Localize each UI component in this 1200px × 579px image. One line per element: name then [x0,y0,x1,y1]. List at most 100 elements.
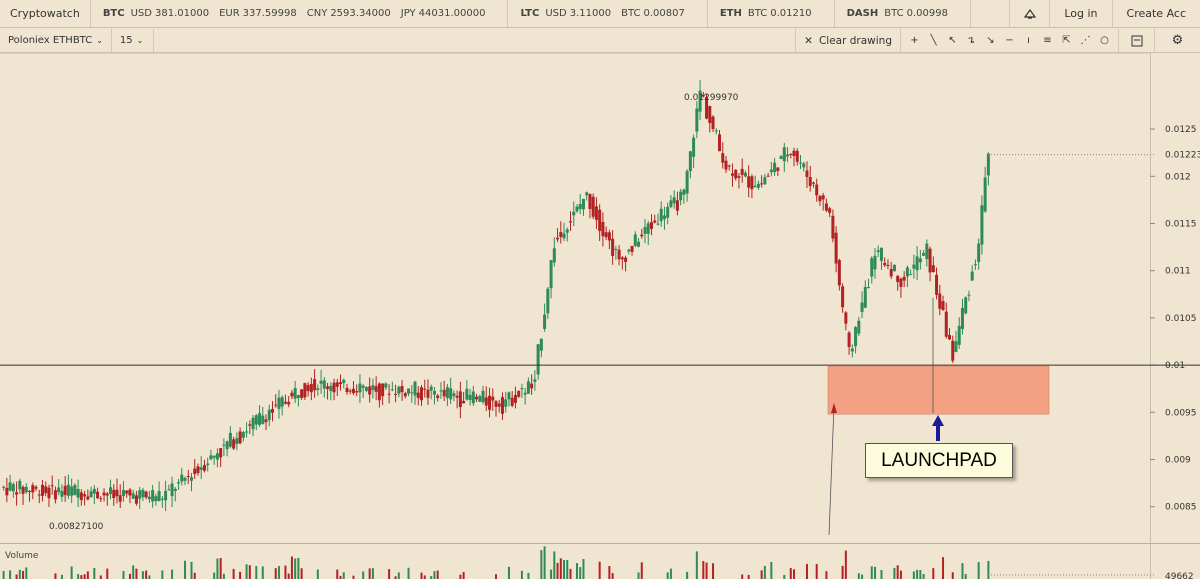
candle-body [604,232,608,238]
crosshair-icon[interactable]: + [910,35,919,46]
candle-body [283,401,287,404]
ticker-btc[interactable]: BTC USD 381.01000 EUR 337.59998 CNY 2593.34000… [91,0,509,27]
volume-bar [407,567,410,579]
candle-body [66,484,70,496]
high-label: 0.01299970 [684,93,739,103]
screenshot-icon[interactable] [1118,29,1154,52]
candle-body [666,206,670,218]
volume-bar [637,572,640,579]
ticker-ltc[interactable]: LTC USD 3.11000 BTC 0.00807 [508,0,708,27]
candle-body [569,221,573,223]
candle-body [303,383,307,398]
candle-body [860,302,864,312]
candle-body [228,432,232,447]
fan-icon[interactable]: ⋰ [1080,35,1091,46]
candle-body [847,332,851,348]
candle-body [134,495,138,504]
candle-body [322,380,326,389]
ticker-value: 44031.00000 [418,8,486,19]
ticker-value: 337.59998 [242,8,297,19]
candle-body [837,260,841,286]
candle-body [44,486,48,494]
ticker-dash[interactable]: DASH BTC 0.00998 [835,0,971,27]
circle-icon[interactable]: ○ [1100,35,1109,46]
volume-bar [122,570,125,579]
candle-body [581,198,585,210]
candle-body [196,466,200,474]
candle-body [883,262,887,266]
candle-body [708,105,712,124]
candle-body [109,487,113,495]
candle-body [637,241,641,247]
price-chart[interactable]: 0.0085 0.009 0.0095 0.01 0.0105 0.011 0.0115 0.… [0,53,1200,579]
candle-body [967,294,971,296]
ticker-value: 0.01210 [770,8,812,19]
candle-body [377,383,381,401]
candle-body [238,431,242,444]
volume-bar [423,575,426,579]
volume-bar [339,575,342,579]
candle-body [649,222,653,229]
gear-icon[interactable]: ⚙ [1154,29,1200,52]
arrow-down-icon[interactable]: ↘ [986,35,995,46]
line-icon[interactable]: ╲ [930,35,937,46]
volume-bar [232,568,235,579]
candle-body [40,484,44,496]
volume-bar [874,566,877,579]
candle-body [711,116,715,130]
vline-icon[interactable]: ı [1027,35,1030,46]
fib-icon[interactable]: ≡ [1043,35,1052,46]
candle-body [565,229,569,233]
market-select[interactable]: Poloniex ETHBTC ⌄ [0,29,112,52]
candle-body [928,248,932,273]
volume-bar [219,558,222,579]
bell-icon[interactable] [1009,0,1049,27]
candle-body [977,243,981,262]
candle-body [526,381,530,394]
pitchfork-icon[interactable]: ⇱ [1062,35,1071,46]
price-tick-label: 0.0115 [1165,219,1197,229]
candle-body [905,267,909,277]
hline-icon[interactable]: − [1005,35,1014,46]
candle-body [646,223,650,234]
candle-body [173,488,177,491]
candle-body [199,467,203,470]
candle-body [760,183,764,185]
candle-body [889,269,893,277]
arrow-icon[interactable]: ↖ [948,35,957,46]
ticker-eth[interactable]: ETH BTC 0.01210 [708,0,835,27]
candle-body [335,382,339,387]
candle-body [442,389,446,397]
candle-body [497,403,501,407]
clear-drawing-button[interactable]: ✕ Clear drawing [795,29,900,52]
candle-body [374,386,378,392]
volume-bar [977,562,980,579]
candle-body [789,153,793,155]
candle-body [419,387,423,401]
candle-body [105,493,109,496]
candle-body [73,484,77,496]
app-logo[interactable]: Cryptowatch [0,0,91,27]
candle-body [795,150,799,162]
volume-bar [132,565,135,579]
path-icon[interactable]: ጌ [968,35,975,46]
candle-body [653,220,657,223]
volume-bar [77,574,80,579]
candle-body [873,255,877,270]
period-select[interactable]: 15 ⌄ [112,29,155,52]
login-button[interactable]: Log in [1049,0,1111,27]
candle-body [808,177,812,186]
candle-body [423,388,427,390]
candle-body [815,184,819,196]
create-account-button[interactable]: Create Acc [1111,0,1200,27]
candle-body [351,388,355,394]
candle-body [802,163,806,168]
candle-body [5,487,9,496]
ticker-pair: CNY 2593.34000 [307,8,391,19]
candle-body [235,438,239,445]
candle-body [154,496,158,502]
launchpad-annotation[interactable]: LAUNCHPAD [865,443,1013,478]
candle-body [578,203,582,209]
candle-body [287,401,291,405]
market-select-label: Poloniex ETHBTC [8,35,93,46]
